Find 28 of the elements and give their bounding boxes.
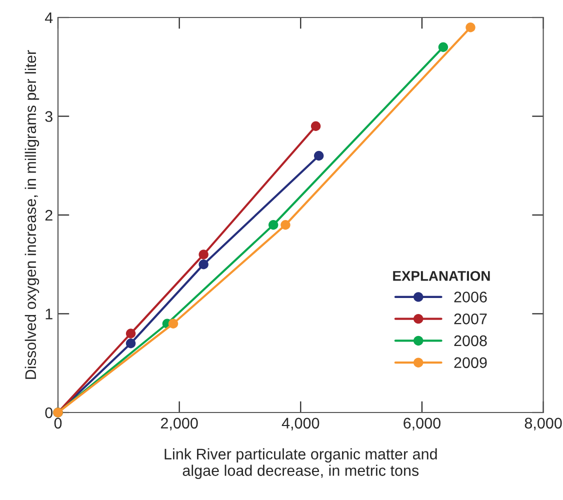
y-tick-label: 4 [44,12,53,24]
point [466,22,476,32]
point [126,328,136,338]
point [198,250,208,260]
legend-label: 2006 [454,292,487,302]
point [280,220,290,230]
point [438,42,448,52]
x-tick-label: 0 [54,418,62,429]
x-tick-label: 6,000 [404,418,440,430]
legend-title: EXPLANATION [393,270,490,281]
x-tick-label: 2,000 [160,418,198,430]
legend-label: 2009 [454,357,487,368]
point [314,150,324,161]
x-axis-title: Link River particulate organic matter and algae load decrease, in metric tons [164,448,437,479]
legend-label: 2007 [454,314,487,324]
y-axis-title: Dissolved oxygen increase, in milligrams per liter [24,50,40,379]
point [198,260,208,270]
y-tick-label: 2 [45,210,52,221]
x-tick-label: 4,000 [282,418,320,430]
legend-label: 2008 [454,335,487,346]
point [126,338,136,348]
y-tick-label: 0 [45,407,53,418]
x-tick-label: 8,000 [524,418,562,430]
y-tick-label: 3 [45,111,52,122]
point [310,121,321,131]
point [168,318,178,328]
point [268,220,278,230]
y-tick-label: 1 [46,308,52,320]
